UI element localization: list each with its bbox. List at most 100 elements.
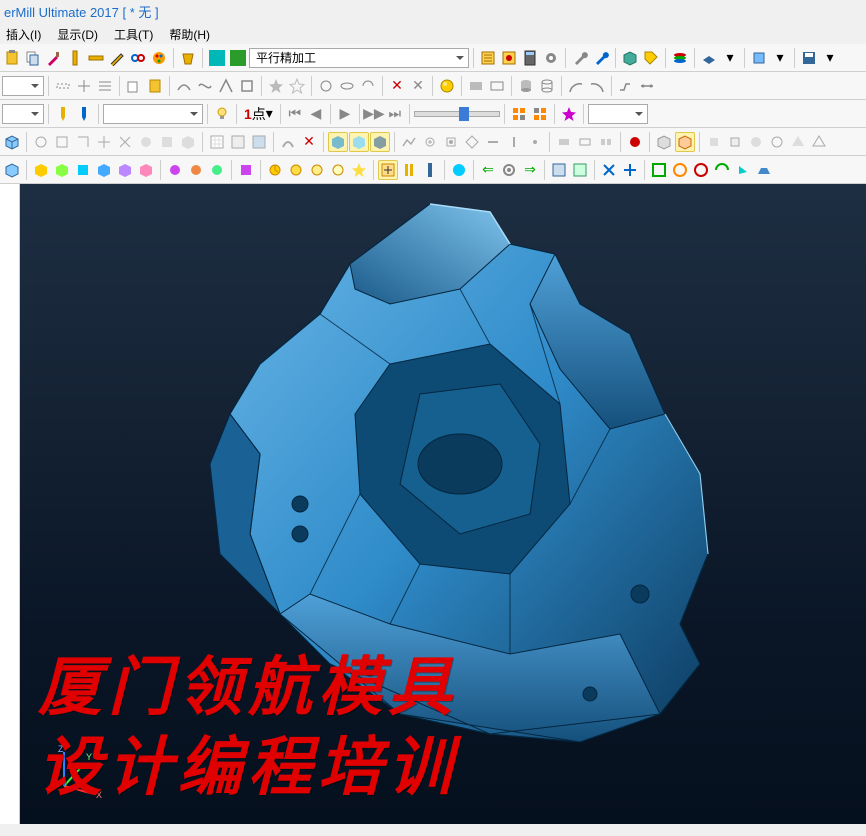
w-a-icon[interactable] (554, 132, 574, 152)
ruler-icon[interactable] (86, 48, 106, 68)
v-f-icon[interactable] (504, 132, 524, 152)
er-icon[interactable] (420, 160, 440, 180)
menu-insert[interactable]: 插入(I) (0, 24, 47, 42)
curve-a-icon[interactable] (174, 76, 194, 96)
copy-icon[interactable] (23, 48, 43, 68)
s-b-icon[interactable] (52, 132, 72, 152)
play-icon[interactable]: ▶ (335, 104, 355, 124)
y-c-icon[interactable] (746, 132, 766, 152)
ea-icon[interactable] (31, 160, 51, 180)
ex-icon[interactable] (570, 160, 590, 180)
s-a-icon[interactable] (31, 132, 51, 152)
menu-display[interactable]: 显示(D) (51, 24, 104, 42)
select-a-icon[interactable] (53, 76, 73, 96)
box2-icon[interactable] (749, 48, 769, 68)
ee-icon[interactable] (115, 160, 135, 180)
ef-icon[interactable] (136, 160, 156, 180)
grid-a-icon[interactable] (509, 104, 529, 124)
rect-b-icon[interactable] (487, 76, 507, 96)
curve-b-icon[interactable] (195, 76, 215, 96)
rect-a-icon[interactable] (466, 76, 486, 96)
hat-icon[interactable] (699, 48, 719, 68)
s-d-icon[interactable] (94, 132, 114, 152)
cube2-icon[interactable] (2, 160, 22, 180)
wrench-b-icon[interactable] (591, 48, 611, 68)
s-h-icon[interactable] (178, 132, 198, 152)
caret3-icon[interactable]: ▾ (820, 48, 840, 68)
strategy-cyan-icon[interactable] (207, 48, 227, 68)
combo-end[interactable] (588, 104, 648, 124)
y-b-icon[interactable] (725, 132, 745, 152)
u-a-icon[interactable] (278, 132, 298, 152)
v-a-icon[interactable] (399, 132, 419, 152)
combo-small-2[interactable] (2, 104, 44, 124)
w-b-icon[interactable] (575, 132, 595, 152)
path-b-icon[interactable] (637, 76, 657, 96)
caret2-icon[interactable]: ▾ (770, 48, 790, 68)
orb-icon[interactable] (437, 76, 457, 96)
c2-icon[interactable] (691, 160, 711, 180)
viewport-3d[interactable]: X Y Z 厦门领航模具 设计编程培训 (20, 184, 866, 824)
bulb-icon[interactable] (212, 104, 232, 124)
v-d-icon[interactable] (462, 132, 482, 152)
chain-icon[interactable] (128, 48, 148, 68)
calculator-icon[interactable] (520, 48, 540, 68)
el-icon[interactable] (286, 160, 306, 180)
sq-green-icon[interactable] (649, 160, 669, 180)
paste-icon[interactable] (2, 48, 22, 68)
x-b-icon[interactable] (675, 132, 695, 152)
select-b-icon[interactable] (74, 76, 94, 96)
calc-a-icon[interactable] (478, 48, 498, 68)
menu-help[interactable]: 帮助(H) (163, 24, 216, 42)
t-b-icon[interactable] (228, 132, 248, 152)
eg-icon[interactable] (165, 160, 185, 180)
x-a-icon[interactable] (654, 132, 674, 152)
s-g-icon[interactable] (157, 132, 177, 152)
point-icon[interactable]: 1 点▾ (241, 104, 276, 124)
w-c-icon[interactable] (596, 132, 616, 152)
tag-icon[interactable] (641, 48, 661, 68)
y-a-icon[interactable] (704, 132, 724, 152)
shade-b-icon[interactable] (349, 132, 369, 152)
menu-tools[interactable]: 工具(T) (108, 24, 159, 42)
y-e-icon[interactable] (788, 132, 808, 152)
next-icon[interactable]: ▶▶ (364, 104, 384, 124)
box-icon[interactable] (620, 48, 640, 68)
ei-icon[interactable] (207, 160, 227, 180)
delete-a-icon[interactable]: ✕ (387, 76, 407, 96)
last-icon[interactable]: ⏭ (385, 104, 405, 124)
ey-icon[interactable] (599, 160, 619, 180)
shape-a-icon[interactable] (316, 76, 336, 96)
es-icon[interactable] (449, 160, 469, 180)
eq-icon[interactable] (399, 160, 419, 180)
pencil-icon[interactable] (107, 48, 127, 68)
et-icon[interactable]: ⇐ (478, 160, 498, 180)
strategy-combo[interactable]: 平行精加工 (249, 48, 469, 68)
grid-b-icon[interactable] (530, 104, 550, 124)
palette-icon[interactable] (149, 48, 169, 68)
gear-icon[interactable] (541, 48, 561, 68)
en-icon[interactable] (328, 160, 348, 180)
prev-icon[interactable]: ◀ (306, 104, 326, 124)
eh-icon[interactable] (186, 160, 206, 180)
u-b-icon[interactable]: ✕ (299, 132, 319, 152)
v-g-icon[interactable] (525, 132, 545, 152)
shade-c-icon[interactable] (370, 132, 390, 152)
strategy-green-icon[interactable] (228, 48, 248, 68)
path-a-icon[interactable] (616, 76, 636, 96)
curve-d-icon[interactable] (237, 76, 257, 96)
eu-icon[interactable] (499, 160, 519, 180)
calc-b-icon[interactable] (499, 48, 519, 68)
c5-icon[interactable] (754, 160, 774, 180)
bucket-icon[interactable] (178, 48, 198, 68)
eb-icon[interactable] (52, 160, 72, 180)
shade-a-icon[interactable] (328, 132, 348, 152)
arc-a-icon[interactable] (566, 76, 586, 96)
ev-icon[interactable]: ⇒ (520, 160, 540, 180)
dot-icon[interactable] (625, 132, 645, 152)
v-c-icon[interactable] (441, 132, 461, 152)
tool-b-icon[interactable] (74, 104, 94, 124)
wrench-a-icon[interactable] (570, 48, 590, 68)
brush-icon[interactable] (44, 48, 64, 68)
c4-icon[interactable] (733, 160, 753, 180)
